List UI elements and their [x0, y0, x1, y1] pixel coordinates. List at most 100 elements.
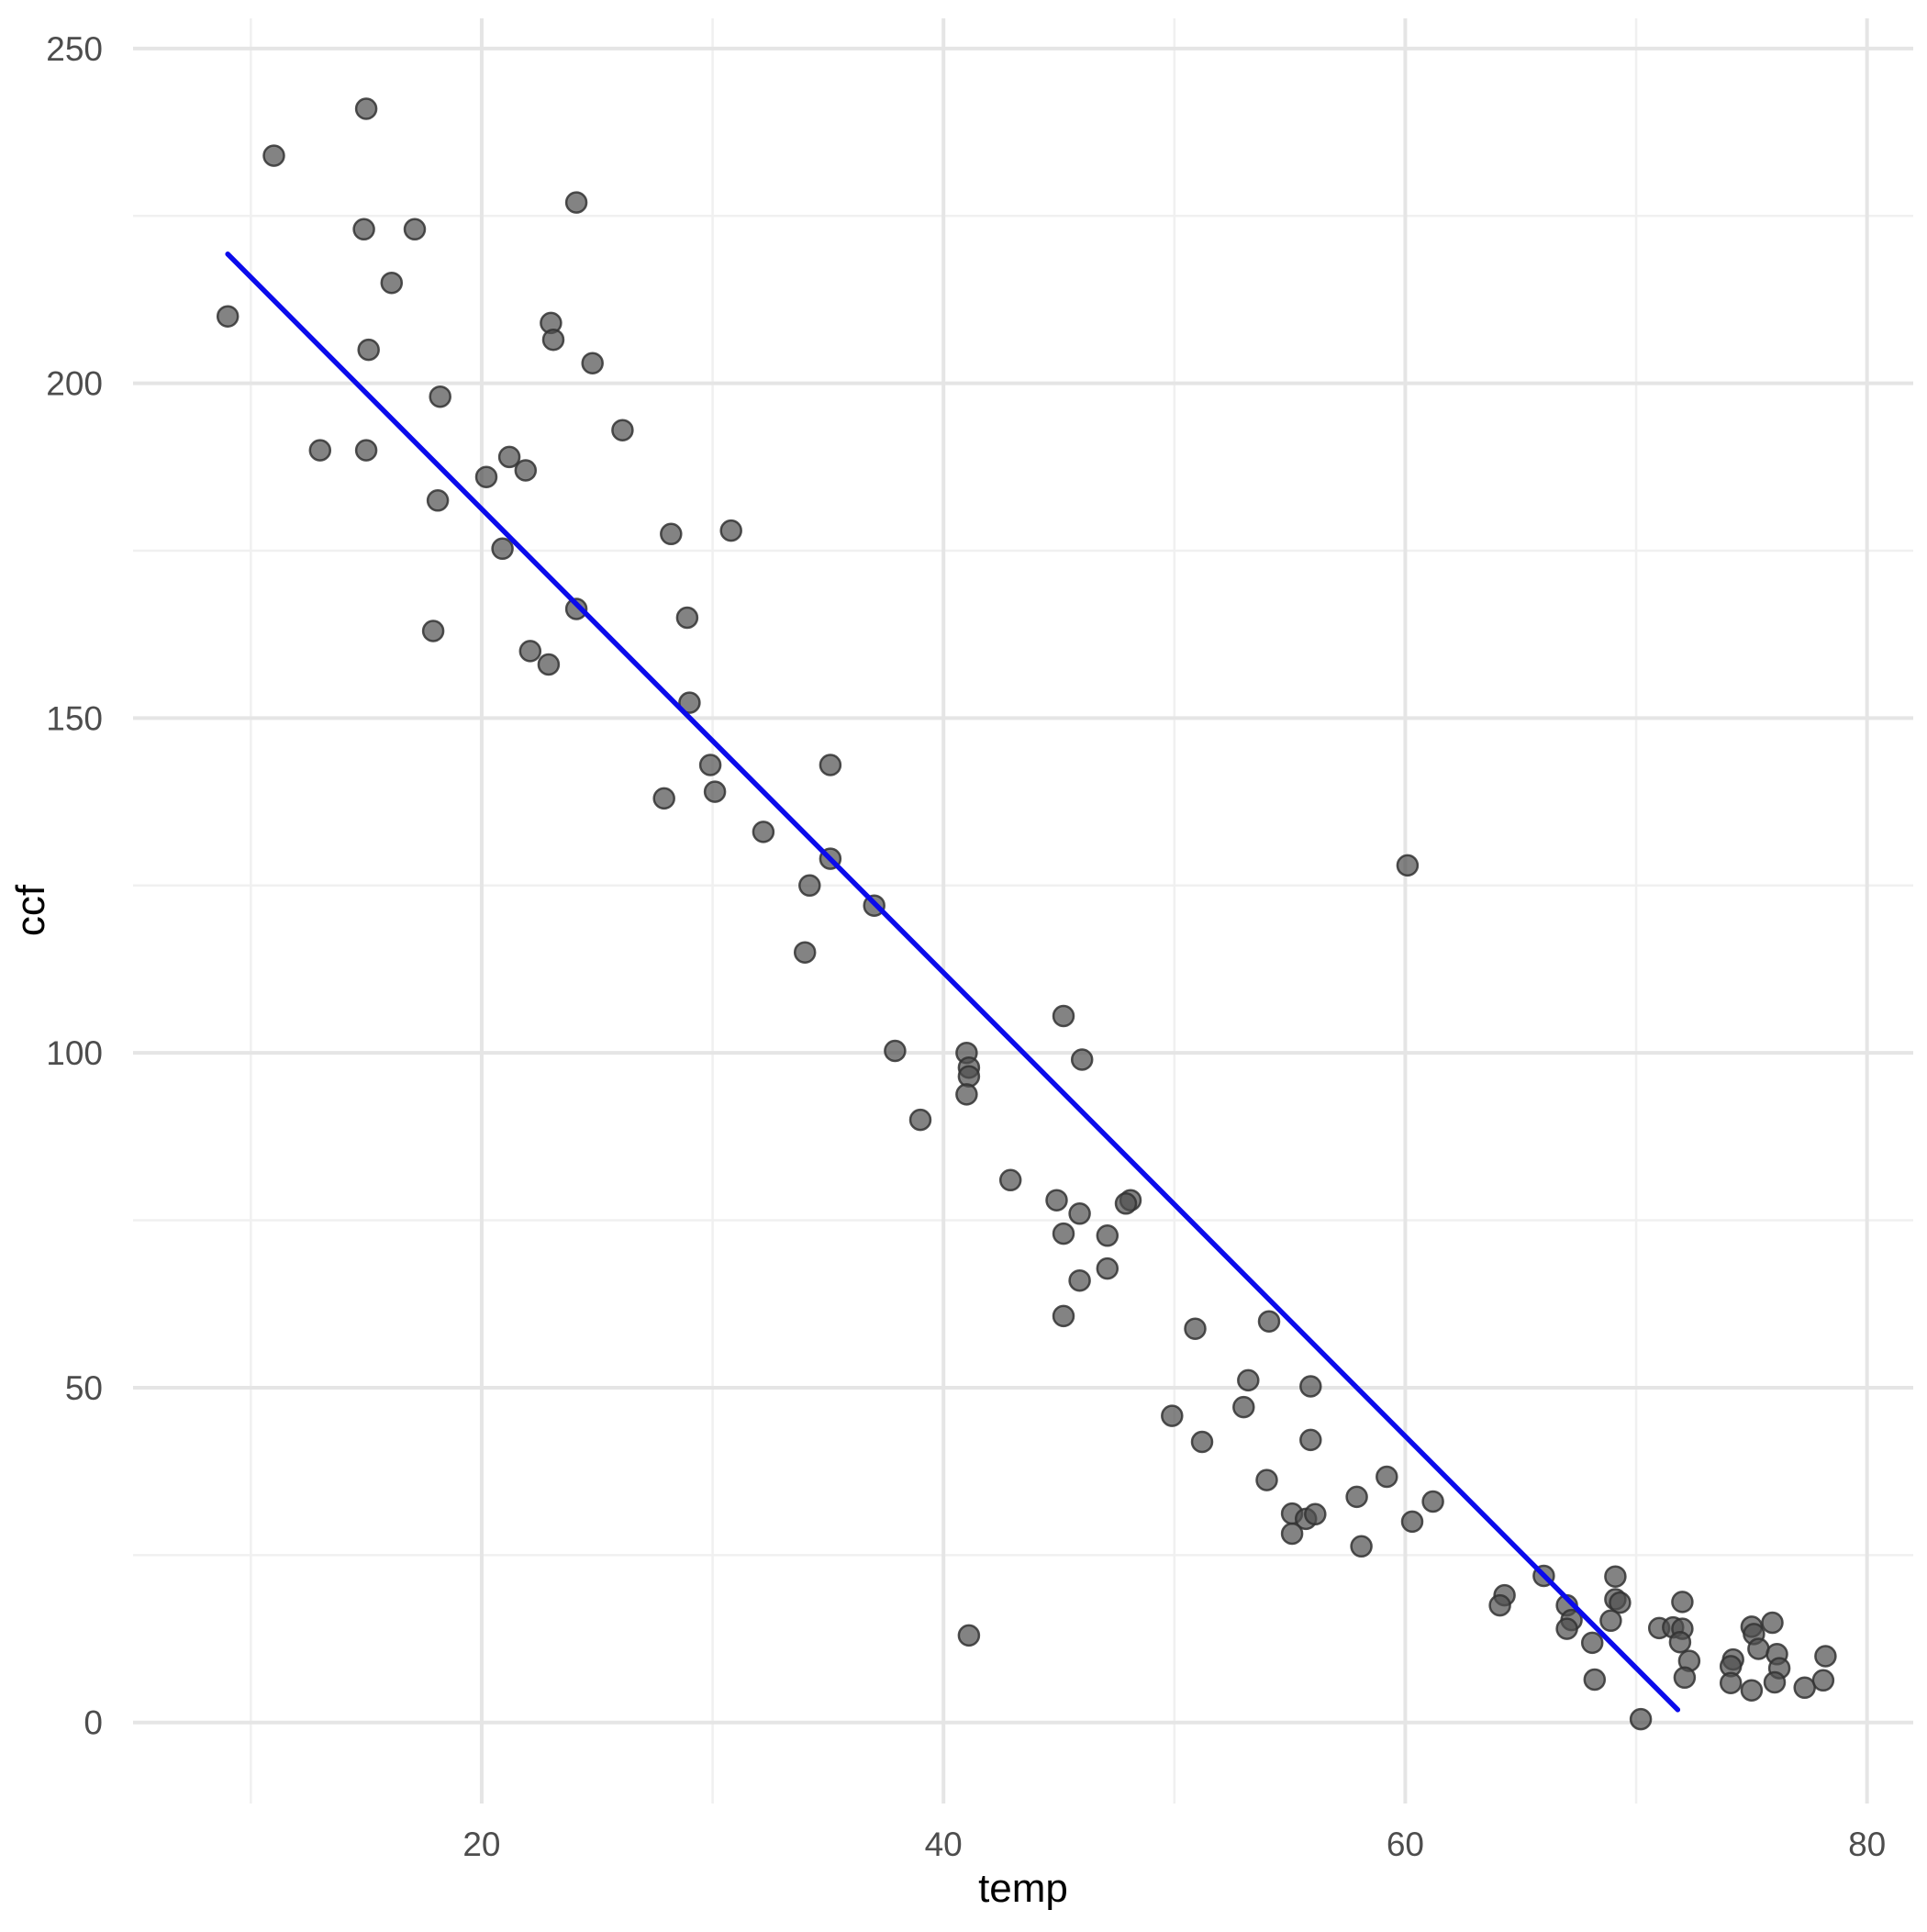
scatter-point: [1280, 1522, 1304, 1546]
scatter-point: [1747, 1637, 1770, 1660]
scatter-point: [1068, 1202, 1091, 1225]
y-tick-label: 200: [46, 365, 103, 403]
scatter-point: [652, 787, 675, 810]
scatter-point: [752, 821, 775, 843]
scatter-point: [1052, 1004, 1075, 1028]
scatter-point: [354, 439, 378, 462]
scatter-point: [308, 439, 332, 462]
scatter-point: [611, 419, 634, 441]
x-tick-label: 80: [1848, 1826, 1886, 1863]
scatter-point: [698, 754, 722, 776]
scatter-point: [908, 1108, 932, 1132]
scatter-point: [1299, 1375, 1322, 1398]
y-tick-label: 100: [46, 1034, 103, 1072]
scatter-point: [1609, 1591, 1632, 1614]
scatter-point: [474, 465, 498, 488]
y-axis-tick-labels: 0 50 100 150 200 250: [46, 30, 103, 1742]
scatter-point: [518, 640, 542, 663]
scatter-point: [1811, 1669, 1835, 1692]
scatter-point: [719, 519, 742, 542]
x-tick-label: 20: [462, 1826, 500, 1863]
scatter-point: [216, 305, 239, 328]
scatter-point: [1232, 1395, 1255, 1419]
scatter-point: [564, 191, 588, 214]
scatter-point: [1114, 1192, 1138, 1215]
scatter-point: [660, 522, 683, 546]
scatter-point: [491, 537, 514, 561]
regression-line-segment: [225, 251, 1681, 1713]
scatter-point: [1299, 1428, 1322, 1452]
scatter-point: [1345, 1485, 1368, 1509]
scatter-point: [537, 653, 561, 676]
x-axis-title: temp: [978, 1866, 1068, 1911]
scatter-point: [1237, 1368, 1260, 1392]
scatter-point: [1740, 1679, 1764, 1702]
scatter-point: [1068, 1268, 1091, 1292]
scatter-point: [1814, 1645, 1837, 1668]
scatter-point: [998, 1168, 1022, 1192]
scatter-point: [262, 144, 285, 167]
scatter-point: [357, 338, 380, 362]
y-tick-label: 250: [46, 30, 103, 68]
scatter-point: [1599, 1609, 1622, 1633]
scatter-points: [216, 97, 1837, 1731]
scatter-point: [1255, 1469, 1278, 1491]
scatter-point: [1761, 1611, 1784, 1635]
scatter-point: [955, 1083, 978, 1106]
y-axis-title: ccf: [8, 884, 53, 936]
scatter-point: [421, 620, 445, 642]
scatter-point: [957, 1065, 981, 1088]
scatter-point: [1580, 1631, 1604, 1655]
scatter-point: [1629, 1707, 1653, 1731]
scatter-point: [1161, 1404, 1184, 1427]
y-tick-label: 0: [84, 1704, 103, 1742]
scatter-point: [1400, 1510, 1424, 1534]
scatter-point: [1376, 1465, 1398, 1489]
scatter-point: [1719, 1671, 1743, 1694]
scatter-point: [1070, 1048, 1094, 1071]
scatter-point: [1555, 1617, 1578, 1640]
scatter-point: [1096, 1224, 1119, 1247]
scatter-point: [380, 271, 404, 295]
scatter-point: [403, 218, 427, 241]
y-tick-label: 150: [46, 699, 103, 737]
x-tick-label: 60: [1387, 1826, 1424, 1863]
scatter-point: [884, 1039, 907, 1063]
scatter-point: [793, 941, 817, 964]
scatter-point: [1793, 1676, 1816, 1700]
scatter-point: [1052, 1304, 1075, 1328]
scatter-point: [1350, 1535, 1373, 1558]
scatter-point: [957, 1624, 981, 1647]
scatter-point: [678, 691, 701, 714]
scatter-point: [581, 352, 604, 374]
regression-line: [225, 251, 1681, 1713]
scatter-point: [1304, 1502, 1327, 1526]
scatter-point: [497, 445, 521, 469]
scatter-point: [354, 97, 378, 120]
x-tick-label: 40: [925, 1826, 963, 1863]
scatter-point: [426, 489, 450, 512]
scatter-point: [1190, 1430, 1214, 1454]
scatter-point: [1396, 854, 1420, 877]
scatter-point: [1763, 1670, 1787, 1694]
y-tick-label: 50: [65, 1369, 103, 1407]
scatter-point: [1045, 1189, 1068, 1212]
scatter-point: [1673, 1666, 1697, 1690]
scatter-point: [1488, 1593, 1511, 1617]
scatter-point: [1668, 1630, 1692, 1654]
scatter-point: [564, 597, 588, 620]
scatter-point: [675, 606, 699, 630]
scatter-point: [798, 874, 821, 898]
scatter-point: [429, 385, 451, 408]
major-gridlines: [133, 18, 1913, 1804]
scatter-point: [1583, 1668, 1607, 1692]
scatter-point: [1671, 1591, 1694, 1614]
scatter-point: [1096, 1256, 1119, 1280]
scatter-point: [703, 780, 727, 803]
scatter-point: [1052, 1222, 1075, 1245]
scatter-point: [1604, 1565, 1627, 1588]
minor-gridlines: [133, 18, 1913, 1804]
scatter-point: [1257, 1310, 1281, 1333]
